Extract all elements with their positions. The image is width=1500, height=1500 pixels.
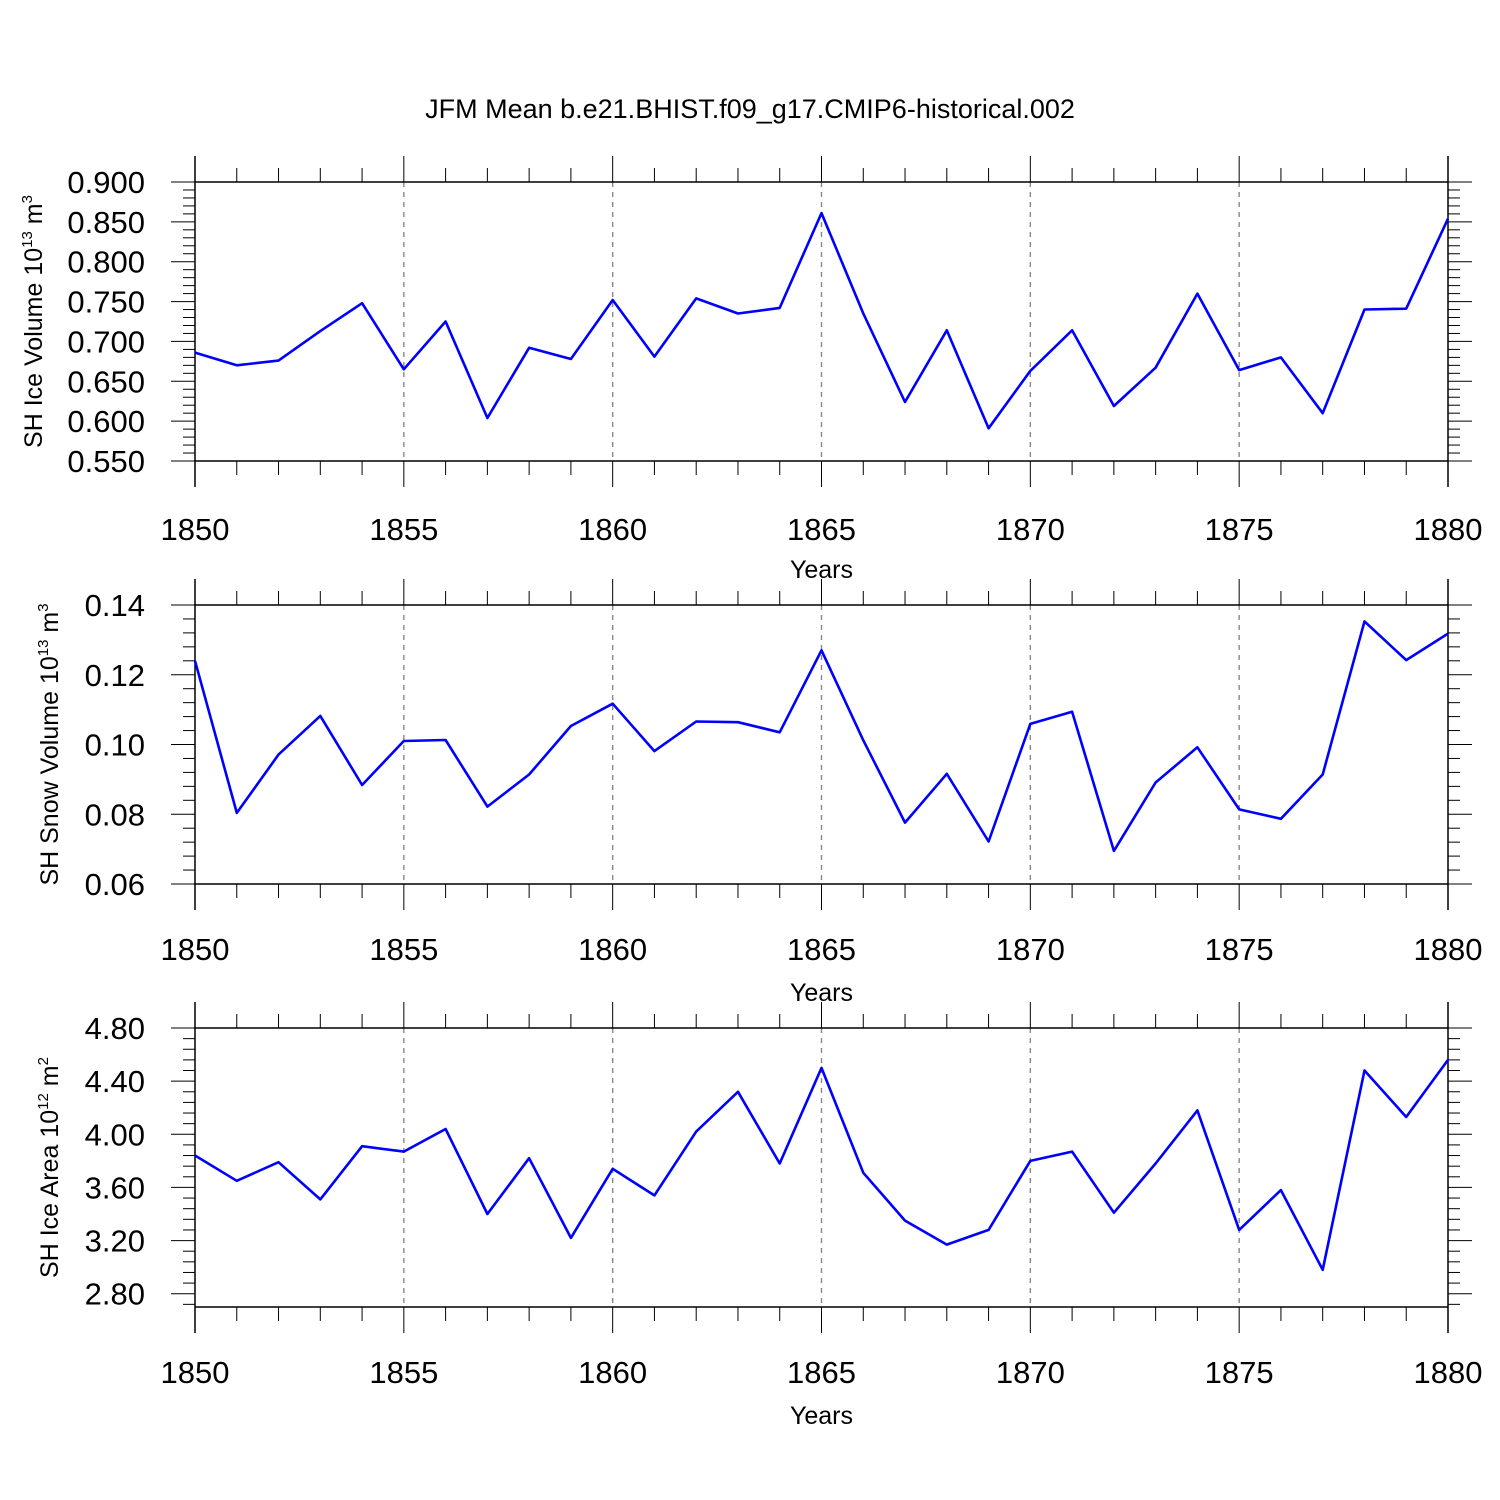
panel-ice-area: 2.80 3.20 3.60 4.00 4.40 4.80 1850 1855 1860 1865…	[35, 1002, 1482, 1430]
y-tick-label: 0.10	[85, 728, 145, 763]
x-axis-title: Years	[790, 1402, 853, 1430]
x-tick-label: 1880	[1414, 512, 1483, 547]
x-tick-label: 1855	[369, 932, 438, 967]
x-tick-label: 1865	[787, 932, 856, 967]
y-tick-label: 4.80	[85, 1011, 145, 1046]
y-tick-label: 3.60	[85, 1170, 145, 1205]
y-tick-label: 0.650	[67, 364, 145, 399]
x-tick-label: 1865	[787, 512, 856, 547]
x-tick-label: 1865	[787, 1355, 856, 1390]
y-axis-title: SH Ice Volume 1013 m3	[19, 195, 48, 448]
figure-title: JFM Mean b.e21.BHIST.f09_g17.CMIP6-histo…	[425, 94, 1075, 124]
y-tick-label: 3.20	[85, 1224, 145, 1259]
x-tick-label: 1850	[161, 932, 230, 967]
y-tick-label: 0.750	[67, 285, 145, 320]
x-tick-label: 1875	[1205, 1355, 1274, 1390]
y-tick-label: 2.80	[85, 1277, 145, 1312]
panel-snow-volume: 0.06 0.08 0.10 0.12 0.14 1850 1855 1860 1865 1870…	[35, 579, 1482, 1007]
x-tick-label: 1860	[578, 512, 647, 547]
x-tick-label: 1850	[161, 512, 230, 547]
x-tick-label: 1880	[1414, 932, 1483, 967]
y-tick-label: 0.700	[67, 324, 145, 359]
x-tick-label: 1850	[161, 1355, 230, 1390]
x-tick-label: 1855	[369, 1355, 438, 1390]
x-tick-label: 1875	[1205, 512, 1274, 547]
y-tick-label: 0.600	[67, 404, 145, 439]
y-tick-label: 4.00	[85, 1117, 145, 1152]
panel-ice-volume: 0.550 0.600 0.650 0.700 0.750 0.800 0.850 0.900…	[19, 156, 1482, 584]
y-tick-label: 0.800	[67, 245, 145, 280]
y-tick-label: 0.14	[85, 588, 145, 623]
y-tick-label: 0.900	[67, 165, 145, 200]
x-tick-label: 1870	[996, 512, 1065, 547]
y-tick-label: 0.08	[85, 797, 145, 832]
y-tick-label: 0.850	[67, 205, 145, 240]
y-axis-title: SH Snow Volume 1013 m3	[35, 603, 64, 885]
y-tick-label: 0.12	[85, 658, 145, 693]
x-tick-label: 1875	[1205, 932, 1274, 967]
y-tick-label: 0.550	[67, 444, 145, 479]
x-tick-label: 1880	[1414, 1355, 1483, 1390]
y-tick-label: 4.40	[85, 1064, 145, 1099]
x-tick-label: 1860	[578, 1355, 647, 1390]
y-axis-title: SH Ice Area 1012 m2	[35, 1057, 64, 1278]
y-tick-label: 0.06	[85, 867, 145, 902]
x-tick-label: 1860	[578, 932, 647, 967]
x-tick-label: 1870	[996, 932, 1065, 967]
x-tick-label: 1870	[996, 1355, 1065, 1390]
x-tick-label: 1855	[369, 512, 438, 547]
